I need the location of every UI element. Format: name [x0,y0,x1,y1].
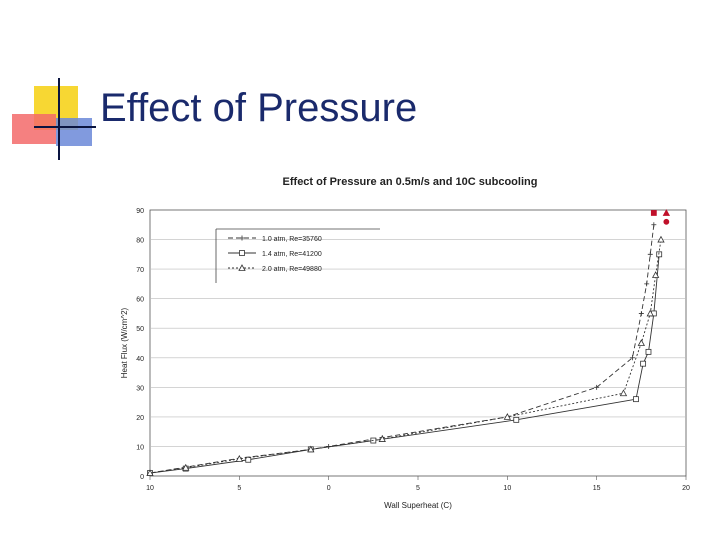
square-marker [239,250,245,256]
triangle-marker [619,389,628,397]
plot-area [149,209,687,477]
triangle-marker [657,235,665,243]
square-marker [633,396,639,403]
triangle-marker [378,435,386,442]
square-marker [645,348,652,355]
y-axis-label: Heat Flux (W/cm^2) [120,307,129,378]
ornament-red-square [12,114,56,144]
plus-marker [647,251,653,257]
plus-marker [239,235,245,241]
square-marker [640,360,647,367]
x-tick-label: 0 [327,485,331,492]
y-tick-label: 10 [136,444,144,451]
square-marker [513,416,520,423]
triangle-marker [503,413,512,420]
ornament-vertical-line [58,78,60,160]
y-tick-label: 30 [136,385,144,392]
plus-marker [629,355,635,361]
x-tick-label: 20 [682,485,690,492]
square-marker [650,210,657,216]
plus-marker [594,384,600,390]
triangle-marker [146,469,154,476]
series-3 [146,235,665,476]
triangle-marker [235,455,244,462]
y-tick-label: 70 [136,267,144,274]
y-tick-label: 90 [136,208,144,215]
triangle-marker [651,271,660,278]
triangle-marker [307,445,315,453]
legend-label: 2.0 atm, Re=49880 [262,266,322,273]
y-tick-label: 80 [136,238,144,245]
square-marker [245,456,252,463]
plus-marker [638,310,644,316]
triangle-marker [182,463,190,471]
ornament-horizontal-line [34,126,96,128]
plus-marker [644,281,650,287]
grid [150,239,686,447]
x-tick-label: 15 [593,485,601,492]
x-tick-label: 10 [146,485,154,492]
highlighted-points [650,209,671,225]
series [146,222,665,476]
plus-marker [651,222,657,228]
legend: 1.0 atm, Re=35760 1.4 atm, Re=41200 2.0 at… [215,228,380,283]
x-axis-label: Wall Superheat (C) [384,501,452,510]
y-tick-label: 20 [136,415,144,422]
triangle-marker [637,339,646,346]
y-tick-label: 50 [136,326,144,333]
ornament-blue-square [56,118,92,146]
y-tick-label: 40 [136,356,144,363]
triangle-marker [646,309,654,317]
x-tick-label: 5 [416,485,420,492]
triangle-marker [238,264,246,271]
legend-label: 1.0 atm, Re=35760 [262,236,322,243]
y-tick-label: 0 [140,474,144,481]
x-tick-label: 10 [503,485,511,492]
x-tick-label: 5 [237,485,241,492]
chart-title: Effect of Pressure an 0.5m/s and 10C sub… [283,176,538,188]
slide-title: Effect of Pressure [100,86,418,130]
circle-marker [663,218,670,225]
legend-label: 1.4 atm, Re=41200 [262,251,322,258]
triangle-marker [662,209,671,216]
y-tick-label: 60 [136,297,144,304]
